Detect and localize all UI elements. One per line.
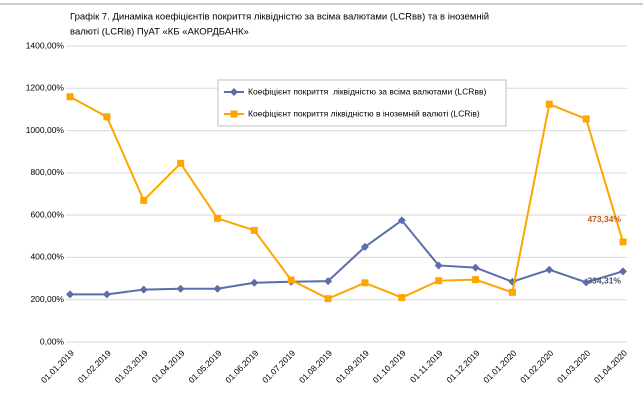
point — [139, 285, 148, 294]
point — [102, 290, 111, 299]
point — [177, 159, 185, 167]
point — [213, 214, 221, 222]
x-tick-label: 01.12.2019 — [444, 348, 481, 385]
x-tick-label: 01.01.2019 — [39, 348, 76, 385]
x-tick-label: 01.05.2019 — [186, 348, 223, 385]
point — [397, 216, 406, 225]
point — [619, 238, 627, 246]
y-tick-label: 600,00% — [30, 209, 64, 219]
point — [324, 277, 333, 286]
point — [434, 261, 443, 270]
point — [545, 100, 553, 108]
x-tick-label: 01.02.2020 — [518, 348, 555, 385]
series-line — [69, 95, 624, 300]
point — [66, 290, 74, 299]
x-tick-label: 01.04.2019 — [149, 348, 186, 385]
x-tick-label: 01.07.2019 — [260, 348, 297, 385]
x-tick-label: 01.01.2020 — [481, 348, 518, 385]
chart-title: валюті (LCRів) ПуАТ «КБ «АКОРДБАНК» — [70, 27, 249, 38]
legend-marker — [230, 88, 238, 96]
point — [66, 93, 74, 101]
x-tick-label: 01.04.2020 — [592, 348, 629, 385]
y-tick-label: 1000,00% — [26, 125, 65, 135]
legend-label: Коефіцієнт покриття ліквідністю за всіма… — [248, 86, 486, 96]
point — [435, 277, 443, 285]
x-tick-label: 01.02.2019 — [76, 348, 113, 385]
x-tick-label: 01.08.2019 — [297, 348, 334, 385]
legend-label: Коефіцієнт покриття ліквідністю в інозем… — [248, 108, 480, 118]
point — [398, 294, 406, 302]
x-tick-label: 01.09.2019 — [334, 348, 371, 385]
point — [361, 279, 369, 287]
point — [140, 196, 148, 204]
point — [508, 288, 516, 296]
y-tick-label: 1200,00% — [26, 83, 65, 93]
legend-marker — [230, 110, 238, 118]
point — [287, 276, 295, 284]
series-line — [70, 219, 624, 296]
point — [471, 263, 480, 272]
x-tick-label: 01.06.2019 — [223, 348, 260, 385]
point — [324, 295, 332, 303]
point — [582, 278, 591, 287]
legend-box — [217, 79, 507, 127]
chart-title: Графік 7. Динаміка коефіцієнтів покриття… — [70, 12, 489, 23]
point — [250, 226, 258, 234]
point — [103, 113, 111, 121]
point — [582, 115, 590, 123]
y-tick-label: 200,00% — [30, 294, 64, 304]
x-tick-label: 01.11.2019 — [408, 348, 445, 385]
data-label: 473,34% — [587, 214, 621, 224]
x-tick-label: 01.03.2020 — [555, 348, 592, 385]
point — [545, 265, 554, 274]
y-tick-label: 400,00% — [30, 252, 64, 262]
y-tick-label: 1400,00% — [26, 40, 65, 50]
point — [250, 278, 259, 287]
point — [619, 267, 627, 276]
point — [360, 242, 369, 251]
y-tick-label: 0,00% — [40, 336, 65, 346]
data-label: 334,31% — [587, 276, 621, 286]
y-tick-label: 800,00% — [30, 167, 64, 177]
point — [213, 284, 222, 293]
x-tick-label: 01.10.2019 — [371, 348, 408, 385]
point — [176, 284, 185, 293]
point — [472, 276, 480, 284]
x-tick-label: 01.03.2019 — [113, 348, 150, 385]
